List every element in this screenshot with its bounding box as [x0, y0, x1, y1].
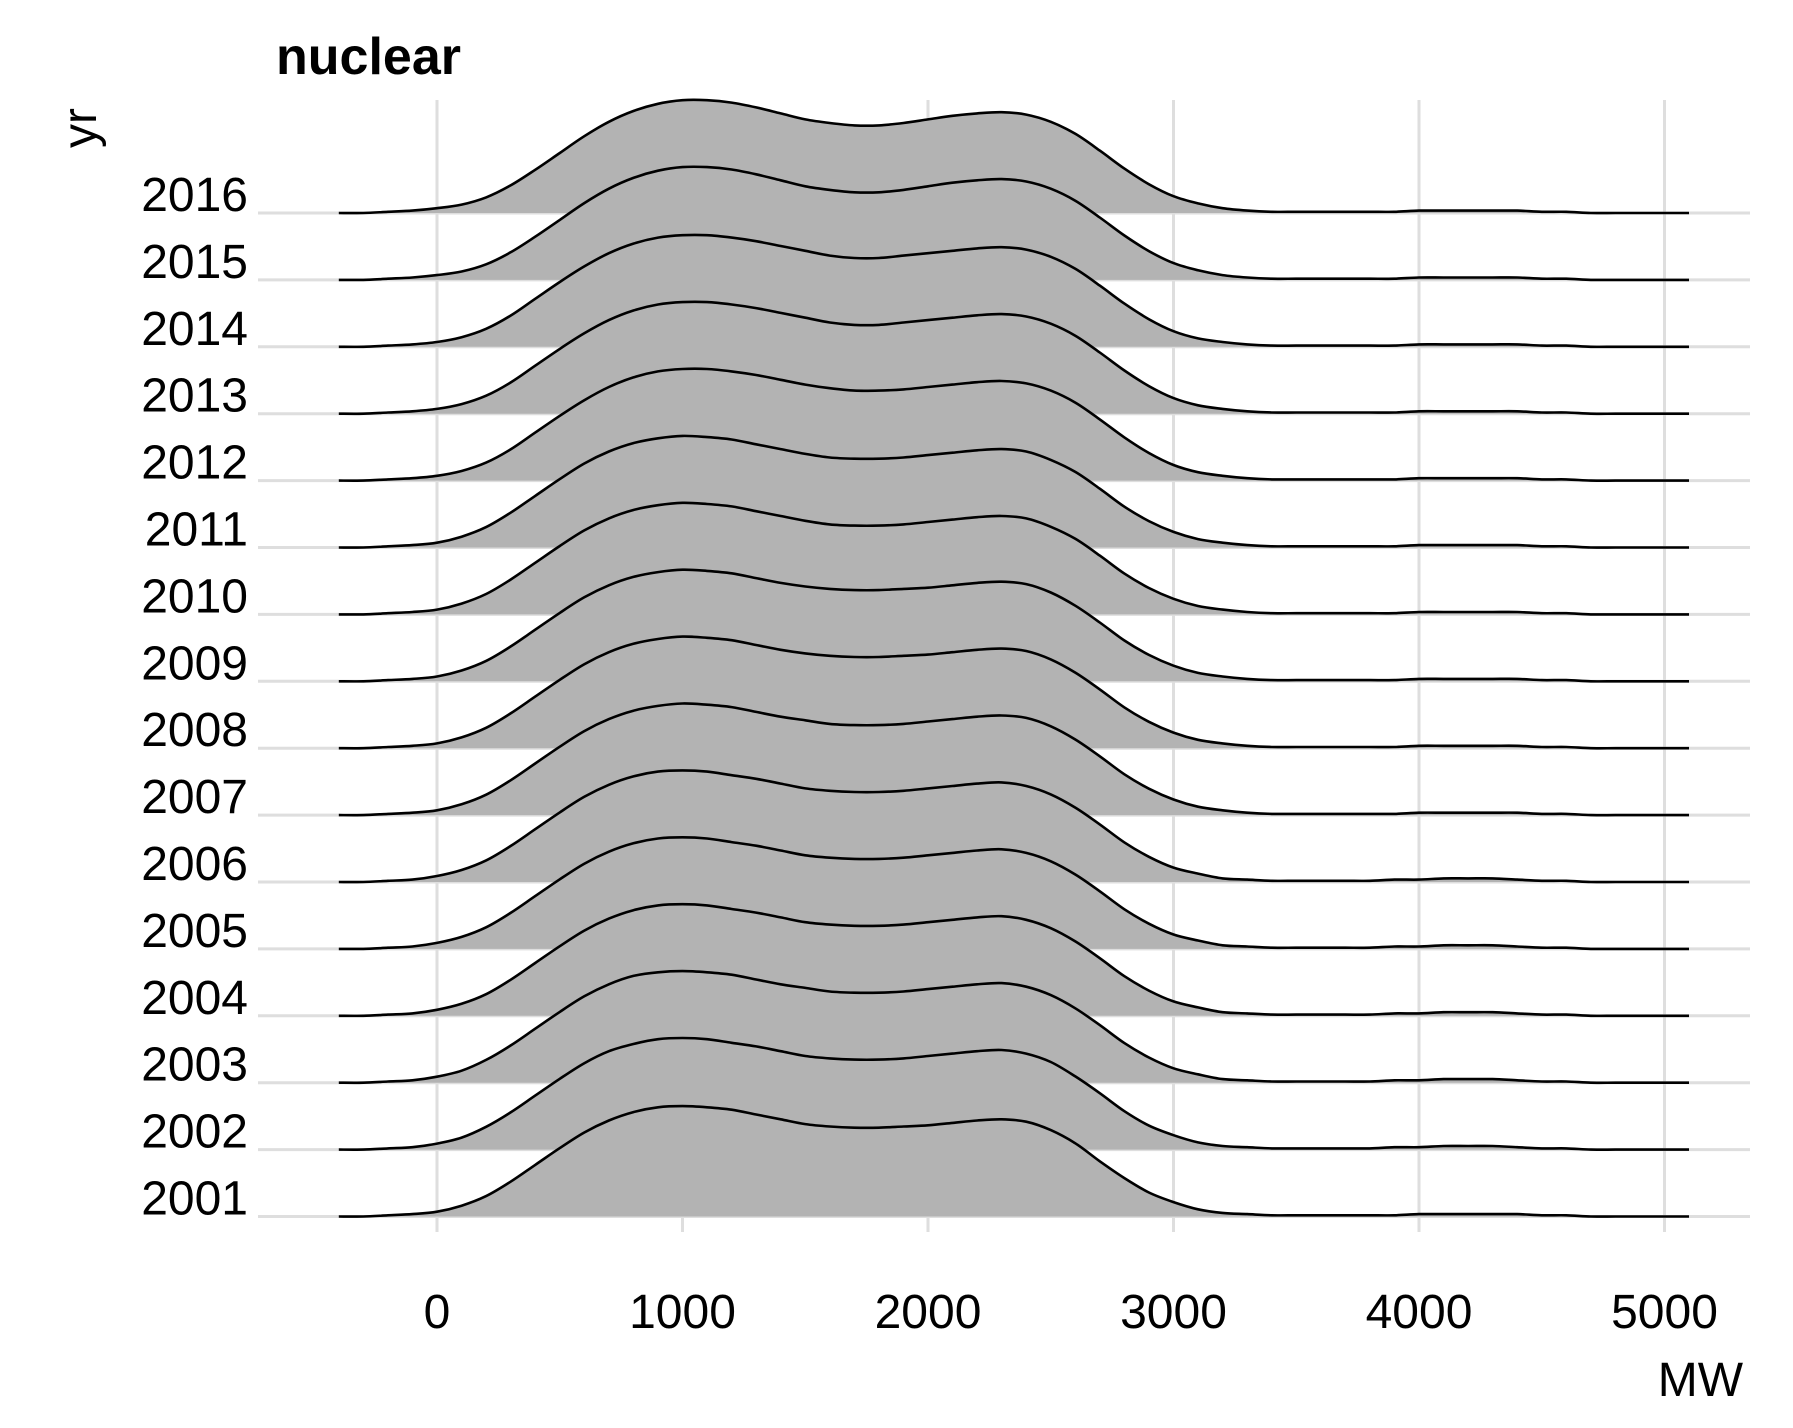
ridge-area	[338, 1106, 1689, 1217]
x-tick-label: 2000	[875, 1286, 982, 1339]
y-tick-label: 2011	[145, 504, 248, 557]
y-axis-title: yr	[54, 108, 107, 148]
ridge-line	[338, 902, 1689, 1018]
y-tick-label: 2014	[141, 303, 248, 356]
y-tick-label: 2013	[141, 370, 248, 423]
y-tick-label: 2001	[141, 1173, 248, 1226]
x-tick-labels: 0 1000 2000 3000 4000 5000	[424, 1286, 1718, 1339]
y-tick-label: 2005	[141, 905, 248, 958]
ridge-line	[338, 568, 1689, 683]
y-tick-label: 2016	[141, 169, 248, 222]
ridge-line	[338, 434, 1689, 549]
y-tick-label: 2003	[141, 1039, 248, 1092]
ridge-line	[338, 165, 1690, 282]
ridge-line	[338, 702, 1689, 817]
y-tick-label: 2010	[141, 570, 248, 623]
y-tick-label: 2015	[141, 236, 248, 289]
ridge-line	[338, 769, 1689, 884]
y-tick-label: 2002	[141, 1106, 248, 1159]
y-tick-label: 2004	[141, 972, 248, 1025]
y-tick-labels: 2001 2002 2003 2004 2005 2006 2007 2008 2009 2010…	[141, 169, 248, 1226]
x-axis-title: MW	[1658, 1354, 1744, 1407]
ridge-line	[338, 233, 1689, 349]
y-tick-label: 2007	[141, 771, 248, 824]
y-tick-label: 2006	[141, 838, 248, 891]
ridge-line	[338, 501, 1689, 616]
ridge-line	[338, 635, 1689, 750]
x-tick-label: 5000	[1611, 1286, 1718, 1339]
y-tick-label: 2008	[141, 704, 248, 757]
y-tick-label: 2012	[141, 437, 248, 490]
x-tick-label: 1000	[629, 1286, 736, 1339]
ridge-line	[338, 1104, 1689, 1218]
y-tick-label: 2009	[141, 637, 248, 690]
ridge-line	[338, 367, 1689, 482]
ridges	[338, 98, 1690, 1218]
ridge-line	[338, 98, 1689, 215]
x-tick-label: 3000	[1120, 1286, 1227, 1339]
ridge-2001	[338, 1104, 1689, 1218]
ridge-line	[338, 300, 1689, 416]
chart-title: nuclear	[276, 28, 461, 86]
x-tick-label: 4000	[1366, 1286, 1473, 1339]
ridge-line	[338, 1036, 1689, 1151]
ridge-line	[338, 969, 1689, 1085]
ridge-line	[338, 836, 1689, 951]
x-tick-label: 0	[424, 1286, 451, 1339]
